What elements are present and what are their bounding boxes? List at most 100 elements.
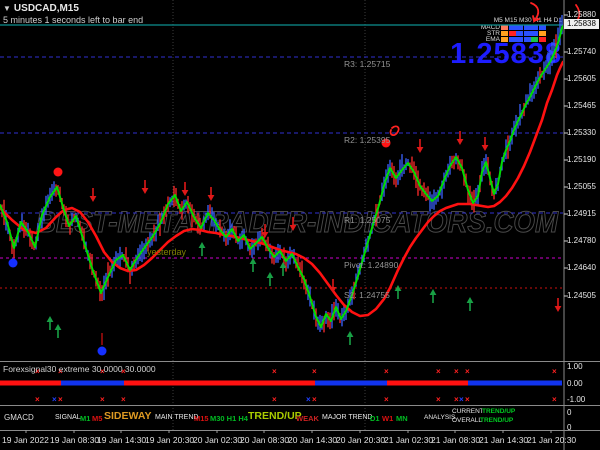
time-axis-label: 19 Jan 08:30: [50, 435, 100, 445]
status-item: WEAK: [296, 414, 319, 423]
mtf-signal-cell: [508, 31, 516, 36]
time-axis-label: 19 Jan 14:30: [97, 435, 147, 445]
up-arrow-icon: [198, 242, 206, 248]
transition-x-mark: ×: [272, 367, 277, 376]
price-axis-label: 1.24505: [567, 291, 596, 300]
price-axis-label: 1.25880: [567, 10, 596, 19]
down-arrow-icon: [481, 145, 489, 151]
scribble-arrow-icon: [530, 2, 540, 23]
up-arrow-icon: [429, 289, 437, 295]
transition-x-mark: ×: [272, 395, 277, 404]
buy-signal-dot: [8, 258, 18, 268]
down-arrow-icon: [554, 306, 562, 312]
transition-x-mark: ×: [58, 367, 63, 376]
mtf-signal-cell: [531, 37, 538, 42]
mtf-signal-cell: [501, 25, 508, 30]
plot-area: [0, 14, 563, 356]
macd-scale-label: 0: [567, 408, 572, 417]
price-axis-label: 1.25605: [567, 74, 596, 83]
transition-x-mark: ×: [384, 395, 389, 404]
down-arrow-icon: [261, 232, 269, 238]
transition-x-mark: ×: [121, 395, 126, 404]
bar-countdown-text: 5 minutes 1 seconds left to bar end: [3, 15, 144, 25]
current-price-tag: 1.25838: [564, 19, 599, 29]
status-item: CURRENT: [452, 408, 484, 415]
yesterday-label: yesterday: [147, 247, 187, 257]
status-item: MAIN TREND: [155, 414, 199, 421]
status-item: TREND/UP: [480, 417, 514, 424]
price-axis-label: 1.25330: [567, 128, 596, 137]
mtf-signal-cell: [538, 31, 546, 36]
price-axis-label: 1.25055: [567, 182, 596, 191]
transition-x-mark: ×: [552, 395, 557, 404]
mtf-table-row: EMA: [478, 36, 564, 43]
pivot-label-pivot: Pivot: 1.24890: [344, 260, 399, 270]
big-price-comment: 1.25838: [450, 38, 562, 70]
time-axis-label: 21 Jan 08:30: [431, 435, 481, 445]
transition-x-mark: ×: [465, 395, 470, 404]
mtf-indicator-table: M5 M15 M30 H1 H4 D1 MACD STR EMA: [478, 17, 564, 43]
status-item: ANALYSIS: [424, 414, 456, 421]
status-item: MN: [396, 414, 408, 423]
price-axis-label: 1.25190: [567, 155, 596, 164]
mtf-signal-cell: [523, 37, 531, 42]
time-axis-label: 21 Jan 14:30: [479, 435, 529, 445]
buy-signal-dot: [97, 346, 107, 356]
status-item: M1: [80, 414, 91, 423]
mtf-signal-cell: [516, 37, 523, 42]
time-axis-label: 19 Jan 2022: [2, 435, 49, 445]
mtf-signal-cell: [531, 25, 538, 30]
mtf-row-label: MACD: [480, 24, 500, 31]
transition-x-mark: ×: [100, 395, 105, 404]
time-axis-label: 20 Jan 14:30: [288, 435, 338, 445]
transition-x-mark-blue: ×: [459, 395, 464, 404]
watermark-text: BEST-METATRADER-INDICATORS.COM: [36, 206, 559, 239]
signal-bar-segment: [0, 380, 61, 386]
mtf-signal-cell: [516, 31, 523, 36]
transition-x-mark: ×: [58, 395, 63, 404]
status-item: MAJOR TREND: [322, 414, 373, 421]
transition-x-mark: ×: [100, 367, 105, 376]
mtf-signal-cell: [531, 31, 538, 36]
mtf-row-label: EMA: [485, 36, 500, 43]
mtf-signal-cell: [516, 25, 523, 30]
mtf-signal-cell: [523, 25, 531, 30]
time-axis-label: 20 Jan 20:30: [336, 435, 386, 445]
down-arrow-icon: [89, 196, 97, 202]
status-item: TREND/UP: [482, 408, 516, 415]
transition-x-mark-blue: ×: [306, 395, 311, 404]
signal-bar-segment: [387, 380, 468, 386]
transition-x-mark: ×: [465, 367, 470, 376]
down-arrow-icon: [329, 287, 337, 293]
mtf-signal-cell: [538, 25, 546, 30]
status-item: TREND/UP: [248, 410, 302, 422]
up-arrow-icon: [46, 316, 54, 322]
time-axis-label: 21 Jan 02:30: [384, 435, 434, 445]
transition-x-mark: ×: [454, 367, 459, 376]
down-arrow-icon: [141, 188, 149, 194]
transition-x-mark: ×: [552, 367, 557, 376]
sub-scale-label: -1.00: [567, 395, 586, 404]
price-axis-label: 1.25740: [567, 47, 596, 56]
status-item: M30 H1 H4: [210, 414, 248, 423]
macd-scale-label: 0: [567, 423, 572, 432]
down-arrow-icon: [289, 225, 297, 231]
status-item: M5: [92, 414, 103, 423]
status-item: SIGNAL: [55, 414, 81, 421]
pivot-label-r3: R3: 1.25715: [344, 59, 391, 69]
status-item: OVERALL: [452, 417, 482, 424]
signal-bar-segment: [468, 380, 562, 386]
sell-signal-dot: [381, 138, 391, 148]
up-arrow-icon: [394, 285, 402, 291]
signal-bar-segment: [61, 380, 124, 386]
transition-x-mark: ×: [436, 395, 441, 404]
up-arrow-icon: [54, 324, 62, 330]
chevron-down-icon: ▼: [3, 4, 11, 13]
time-axis-label: 21 Jan 20:30: [527, 435, 577, 445]
status-item: W1: [382, 414, 394, 423]
down-arrow-icon: [416, 147, 424, 153]
transition-x-mark: ×: [454, 395, 459, 404]
pivot-label-s1: S1: 1.24755: [344, 290, 390, 300]
